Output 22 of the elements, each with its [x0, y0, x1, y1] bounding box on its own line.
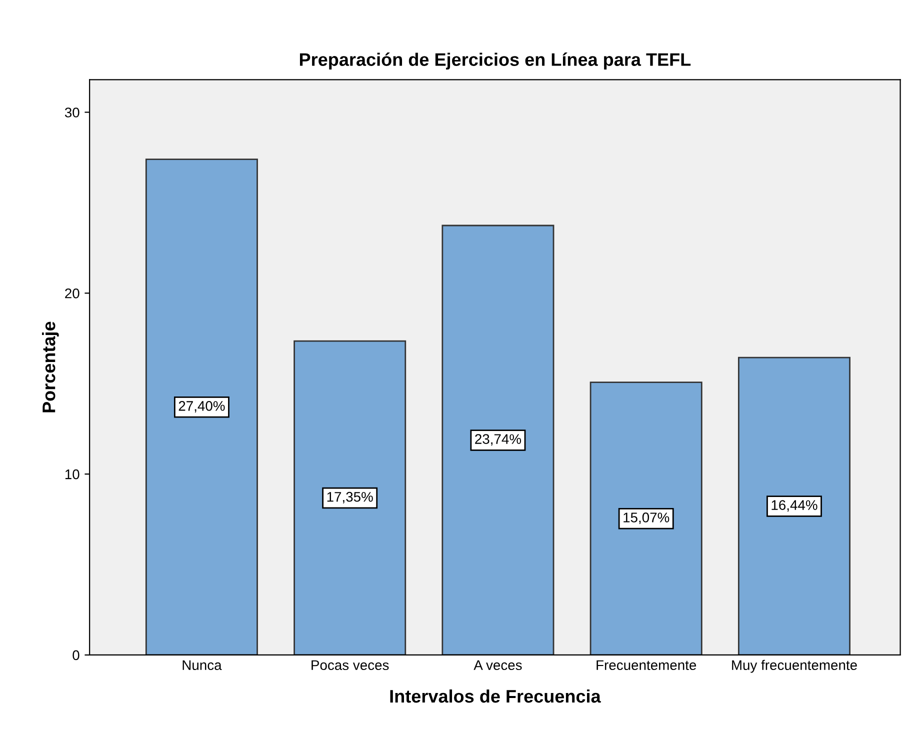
y-axis-title: Porcentaje: [42, 322, 59, 412]
chart-title: Preparación de Ejercicios en Línea para TEFL: [300, 52, 691, 70]
data-label: 16,44%: [772, 500, 818, 512]
data-label: 17,35%: [327, 492, 373, 504]
x-tick-label: Frecuentemente: [596, 660, 696, 670]
x-tick-label: Pocas veces: [312, 660, 389, 670]
data-label: 23,74%: [475, 434, 522, 446]
bar: [738, 356, 850, 655]
bar: [590, 382, 702, 655]
x-tick-label: A veces: [474, 660, 522, 670]
data-label: 15,07%: [624, 512, 670, 524]
bar: [442, 224, 554, 655]
x-tick-label: Nunca: [182, 660, 222, 670]
x-tick-label: Muy frecuentemente: [732, 660, 857, 673]
x-axis-title: Intervalos de Frecuencia: [390, 689, 601, 703]
y-tick-label: 10: [65, 469, 80, 480]
data-label: 27,40%: [178, 401, 225, 412]
y-tick-label: 20: [65, 288, 80, 298]
y-tick-label: 0: [72, 650, 80, 660]
y-tick-label: 30: [64, 108, 80, 118]
bar: [145, 158, 258, 655]
bar: [294, 340, 406, 655]
